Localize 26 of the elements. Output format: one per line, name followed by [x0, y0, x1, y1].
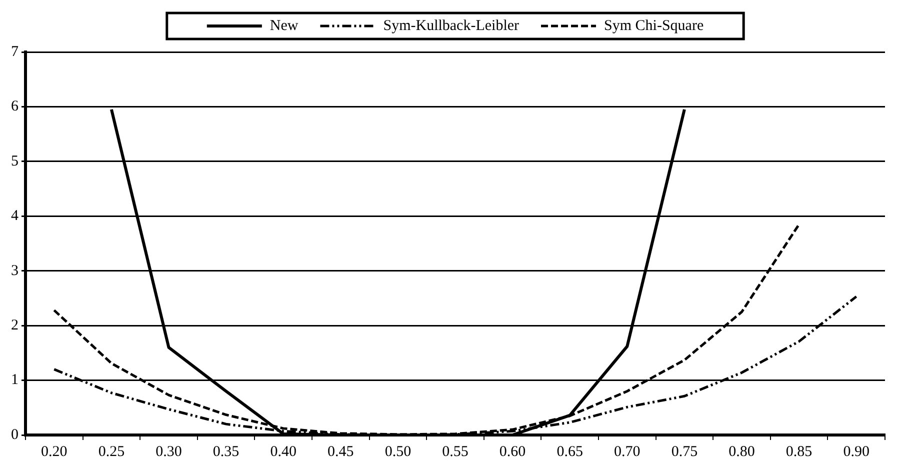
x-tick-label: 0.80	[728, 444, 755, 460]
x-tick-label: 0.65	[556, 444, 583, 460]
y-tick-label: 2	[11, 318, 18, 334]
y-tick-label: 6	[11, 98, 19, 115]
x-tick-label: 0.20	[41, 444, 68, 460]
y-tick-label: 4	[11, 208, 19, 224]
legend-label: Sym-Kullback-Leibler	[383, 18, 520, 34]
legend-label: New	[270, 18, 298, 34]
y-tick-label: 1	[11, 372, 18, 388]
x-tick-label: 0.75	[671, 444, 698, 460]
x-tick-label: 0.85	[786, 444, 812, 460]
legend-label: Sym Chi-Square	[604, 18, 704, 34]
x-tick-label: 0.55	[442, 444, 468, 460]
x-tick-label: 0.25	[98, 444, 125, 460]
y-tick-label: 3	[11, 262, 18, 279]
y-tick-label: 7	[11, 44, 19, 60]
y-tick-label: 5	[11, 153, 18, 170]
x-tick-label: 0.40	[270, 444, 296, 460]
x-tick-label: 0.60	[499, 444, 526, 460]
x-tick-label: 0.70	[614, 444, 640, 460]
y-tick-label: 0	[11, 426, 18, 443]
x-tick-label: 0.35	[212, 444, 240, 460]
x-tick-label: 0.90	[843, 444, 870, 460]
x-tick-label: 0.45	[328, 444, 354, 460]
x-tick-label: 0.50	[384, 444, 412, 460]
x-tick-label: 0.30	[156, 444, 182, 460]
